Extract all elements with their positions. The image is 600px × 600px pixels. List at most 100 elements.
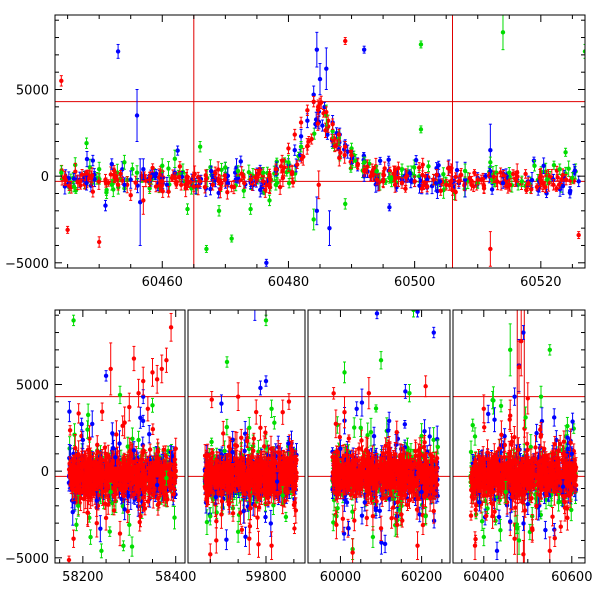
data-point (261, 179, 266, 184)
data-point (222, 173, 228, 178)
data-point (121, 543, 126, 549)
data-point (361, 168, 367, 174)
data-point (436, 163, 441, 168)
bottom-segment-1: 58200 58400 (54, 309, 196, 585)
data-point (286, 181, 292, 186)
data-point (447, 167, 452, 172)
data-point (570, 175, 575, 181)
data-point (431, 177, 436, 182)
data-point (324, 109, 329, 115)
data-point (235, 175, 241, 181)
data-point (59, 170, 64, 175)
data-point (120, 178, 125, 183)
data-point (129, 544, 135, 549)
data-point (280, 168, 285, 174)
data-point (216, 208, 222, 214)
x-tick-label: 60500 (394, 275, 435, 290)
data-point (314, 47, 320, 52)
data-point (216, 190, 221, 196)
data-point (434, 172, 439, 177)
data-point (147, 431, 152, 437)
data-point (377, 158, 383, 164)
data-point (483, 174, 488, 179)
data-point (79, 172, 85, 177)
data-point (289, 171, 295, 177)
data-point (412, 179, 417, 184)
data-point (147, 177, 152, 182)
data-point (349, 146, 354, 151)
data-point (343, 201, 348, 207)
data-point (107, 529, 112, 534)
data-point (103, 177, 108, 182)
data-point (438, 188, 443, 193)
data-point (541, 163, 546, 168)
data-point (425, 184, 430, 189)
data-point (420, 172, 425, 178)
data-point (332, 143, 337, 149)
data-point (267, 172, 272, 177)
data-point (392, 182, 398, 188)
data-point (104, 190, 109, 195)
data-point (498, 170, 503, 175)
data-point (160, 189, 165, 194)
data-point (76, 411, 81, 416)
data-point (557, 167, 562, 172)
data-point (150, 165, 155, 171)
data-point (301, 154, 306, 159)
data-point (311, 92, 316, 97)
data-point (78, 179, 83, 184)
data-point (96, 179, 102, 184)
data-point (89, 173, 95, 178)
data-point (320, 123, 325, 128)
data-point (413, 157, 419, 163)
data-point (382, 166, 387, 171)
data-point (264, 260, 269, 266)
data-point (361, 160, 367, 165)
data-point (425, 177, 430, 182)
data-point (73, 169, 78, 174)
data-point (134, 113, 140, 118)
data-point (90, 158, 96, 163)
x-tick-label: 60520 (520, 275, 561, 290)
top-plot-area (55, 15, 585, 268)
data-point (96, 239, 102, 245)
data-point (309, 136, 314, 142)
data-point (117, 441, 122, 446)
data-point (141, 167, 146, 172)
data-point (160, 163, 165, 168)
data-point (292, 147, 297, 153)
data-point (197, 179, 203, 184)
data-point (98, 526, 103, 531)
data-point (122, 160, 127, 165)
x-tick-label: 60460 (142, 275, 183, 290)
data-point (316, 182, 321, 188)
data-point (238, 159, 244, 164)
data-point (59, 78, 64, 84)
data-point (330, 121, 335, 127)
data-point (133, 180, 138, 185)
y-tick-label: 5000 (16, 84, 49, 99)
data-point (387, 205, 392, 210)
data-point (114, 174, 119, 179)
x-tick-label: 60480 (268, 275, 309, 290)
data-point (526, 180, 531, 186)
data-point (380, 179, 386, 184)
data-point (125, 444, 130, 449)
data-point (343, 144, 348, 149)
data-point (551, 163, 557, 168)
data-point (241, 188, 247, 193)
data-point (143, 458, 149, 464)
data-point (109, 182, 114, 188)
data-point (128, 193, 133, 198)
data-point (317, 76, 323, 82)
data-point (555, 175, 560, 180)
data-point (332, 136, 337, 141)
data-point (418, 127, 424, 132)
data-point (475, 177, 480, 182)
data-point (325, 132, 330, 137)
data-point (322, 104, 327, 110)
data-point (381, 172, 386, 177)
data-point (489, 187, 495, 192)
data-point (172, 175, 178, 181)
data-point (257, 168, 262, 173)
